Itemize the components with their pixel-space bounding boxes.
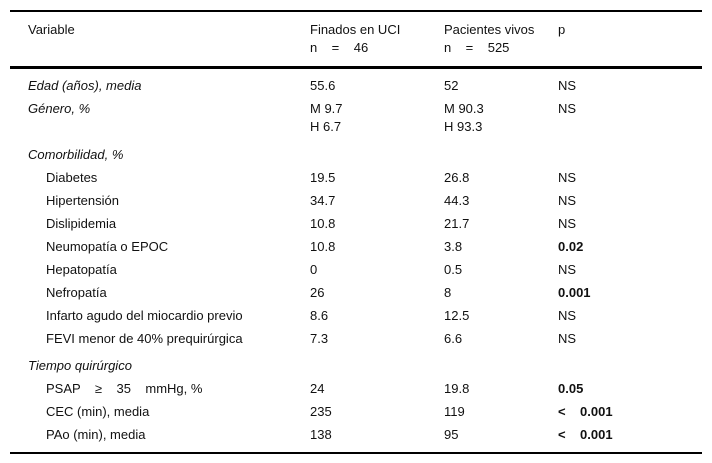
variable-cell: Diabetes [46,169,98,185]
table-row: Diabetes 19.5 26.8 NS [10,166,702,189]
vivos-value-cell: 119 [444,404,465,419]
vivos-value-cell: 26.8 [444,169,470,185]
p-value-cell: < 0.001 [558,404,613,419]
variable-cell: Comorbilidad, % [28,146,124,162]
column-subheader-p [558,39,702,69]
vivos-value-cell: 21.7 [444,215,470,231]
results-table: Variable Finados en UCI Pacientes vivos … [10,10,702,454]
variable-cell: Neumopatía o EPOC [46,238,169,254]
p-value-cell: NS [558,261,577,277]
finados-value-cell: 19.5 [310,169,336,185]
finados-value-cell: M 9.7 H 6.7 [310,101,343,134]
table-row: Hipertensión 34.7 44.3 NS [10,189,702,212]
variable-cell: Género, % [28,101,91,116]
table-row: Neumopatía o EPOC 10.8 3.8 0.02 [10,235,702,258]
p-value-cell: NS [558,192,577,208]
variable-cell: FEVI menor de 40% prequirúrgica [46,330,243,346]
vivos-value-cell [444,350,558,378]
finados-value-cell: 7.3 [310,330,329,346]
p-value-cell: NS [558,215,577,231]
finados-value-cell: 138 [310,427,332,442]
finados-value-cell: 10.8 [310,238,336,254]
vivos-value-cell: M 90.3 H 93.3 [444,101,484,134]
vivos-value-cell: 8 [444,284,452,300]
vivos-value-cell: 95 [444,427,459,442]
p-value-cell: NS [558,307,577,323]
finados-value-cell: 8.6 [310,307,329,323]
p-value-cell: < 0.001 [558,427,613,442]
variable-cell: Nefropatía [46,284,107,300]
header-row-sub: n = 46 n = 525 [10,39,702,69]
column-header-p: p [558,22,566,37]
finados-value-cell: 34.7 [310,192,336,208]
p-value-cell: 0.05 [558,381,584,396]
column-header-finados: Finados en UCI [310,22,401,37]
table-row: PAo (min), media 138 95 < 0.001 [10,424,702,454]
vivos-value-cell: 19.8 [444,381,470,396]
finados-value-cell: 55.6 [310,78,336,93]
table-row: Género, % M 9.7 H 6.7 M 90.3 H 93.3 NS [10,98,702,139]
header-row-main: Variable Finados en UCI Pacientes vivos … [10,11,702,39]
variable-cell: Edad (años), media [28,78,142,93]
finados-value-cell: 10.8 [310,215,336,231]
column-subheader-variable [10,39,310,69]
table-row: CEC (min), media 235 119 < 0.001 [10,401,702,424]
vivos-value-cell: 0.5 [444,261,463,277]
variable-cell: Hipertensión [46,192,119,208]
table-row: Nefropatía 26 8 0.001 [10,281,702,304]
table-row: Dislipidemia 10.8 21.7 NS [10,212,702,235]
variable-cell: Infarto agudo del miocardio previo [46,307,243,323]
vivos-value-cell [444,139,558,167]
vivos-value-cell: 12.5 [444,307,470,323]
finados-value-cell: 235 [310,404,332,419]
table-row: PSAP ≥ 35 mmHg, % 24 19.8 0.05 [10,378,702,401]
p-value-cell: NS [558,101,577,116]
finados-value-cell [310,139,444,167]
p-value-cell: NS [558,169,577,185]
variable-cell: Dislipidemia [46,215,117,231]
vivos-value-cell: 52 [444,78,459,93]
p-value-cell: 0.02 [558,238,584,254]
table-row: Hepatopatía 0 0.5 NS [10,258,702,281]
finados-value-cell: 26 [310,284,325,300]
variable-cell: PSAP ≥ 35 mmHg, % [46,381,203,396]
table-header: Variable Finados en UCI Pacientes vivos … [10,11,702,69]
table-row: FEVI menor de 40% prequirúrgica 7.3 6.6 NS [10,327,702,350]
p-value-cell [558,350,702,378]
variable-cell: PAo (min), media [46,427,146,442]
variable-cell: Tiempo quirúrgico [28,358,132,373]
column-header-vivos: Pacientes vivos [444,22,535,37]
p-value-cell [558,139,702,167]
p-value-cell: NS [558,330,577,346]
column-header-variable: Variable [28,22,75,37]
finados-value-cell: 0 [310,261,318,277]
vivos-value-cell: 44.3 [444,192,470,208]
table-row: Infarto agudo del miocardio previo 8.6 12.… [10,304,702,327]
vivos-value-cell: 6.6 [444,330,463,346]
finados-value-cell: 24 [310,381,325,396]
table-row: Comorbilidad, % [10,139,702,167]
table-row: Edad (años), media 55.6 52 NS [10,68,702,98]
p-value-cell: NS [558,78,577,93]
table-body: Edad (años), media 55.6 52 NS Género, % M 9.7… [10,68,702,454]
variable-cell: Hepatopatía [46,261,117,277]
vivos-value-cell: 3.8 [444,238,463,254]
column-subheader-finados-n: n = 46 [310,39,444,69]
finados-value-cell [310,350,444,378]
table-row: Tiempo quirúrgico [10,350,702,378]
variable-cell: CEC (min), media [46,404,150,419]
p-value-cell: 0.001 [558,284,591,300]
column-subheader-vivos-n: n = 525 [444,39,558,69]
